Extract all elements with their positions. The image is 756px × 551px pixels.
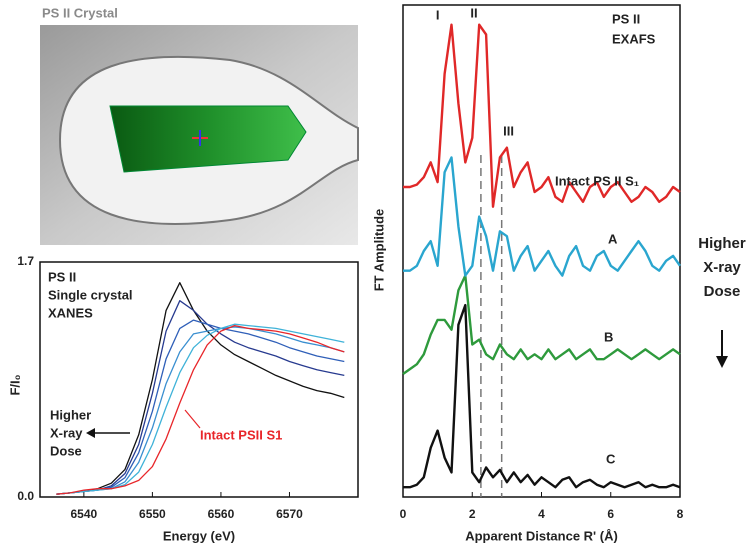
x-tick-label: 6 [607, 507, 614, 521]
figure: PS II Crystal 6540 6550 6560 6570 0.0 1.7 Ener… [0, 0, 756, 551]
peak-label: II [470, 5, 477, 20]
chart-title: PS II [48, 269, 76, 284]
x-tick-label: 8 [677, 507, 684, 521]
arrow-head [86, 428, 95, 438]
x-tick-label: 2 [469, 507, 476, 521]
annotation: X-ray [703, 259, 741, 276]
x-tick-label: 6540 [71, 507, 98, 521]
x-tick-label: 0 [400, 507, 407, 521]
series-label: Intact PS II S₁ [555, 173, 639, 188]
y-axis-label: F/I₀ [7, 374, 22, 395]
annotation: Higher [50, 407, 91, 422]
x-axis-label: Energy (eV) [163, 528, 235, 543]
peak-label: I [436, 7, 440, 22]
series-line [56, 301, 344, 495]
x-tick-label: 6560 [208, 507, 235, 521]
series-line [56, 283, 344, 495]
series-line [56, 324, 344, 494]
series-label: C [606, 451, 616, 466]
arrow-head [716, 356, 728, 368]
x-tick-label: 6550 [139, 507, 166, 521]
x-axis-label: Apparent Distance R' (Å) [465, 528, 618, 543]
chart-title: EXAFS [612, 31, 656, 46]
y-tick-label: 0.0 [17, 489, 34, 503]
crystal-photo: PS II Crystal [40, 5, 358, 245]
x-tick-label: 6570 [276, 507, 303, 521]
series-line [403, 305, 680, 487]
chart-title: PS II [612, 11, 640, 26]
series-line [56, 327, 344, 494]
series-label: A [608, 231, 618, 246]
chart-title: Single crystal [48, 287, 133, 302]
chart-title: XANES [48, 305, 93, 320]
annotation: Higher [698, 235, 746, 252]
series-line [56, 320, 344, 494]
annotation: X-ray [50, 425, 83, 440]
series-label: Intact PSII S1 [200, 427, 282, 442]
y-tick-label: 1.7 [17, 254, 34, 268]
series-label: B [604, 329, 613, 344]
series-line [403, 276, 680, 374]
peak-label: III [503, 123, 514, 138]
annotation: Dose [50, 443, 82, 458]
annotation: Dose [704, 283, 741, 300]
x-tick-label: 4 [538, 507, 545, 521]
y-axis-label: FT Amplitude [371, 209, 386, 292]
pointer [185, 410, 200, 428]
photo-label: PS II Crystal [42, 5, 118, 20]
